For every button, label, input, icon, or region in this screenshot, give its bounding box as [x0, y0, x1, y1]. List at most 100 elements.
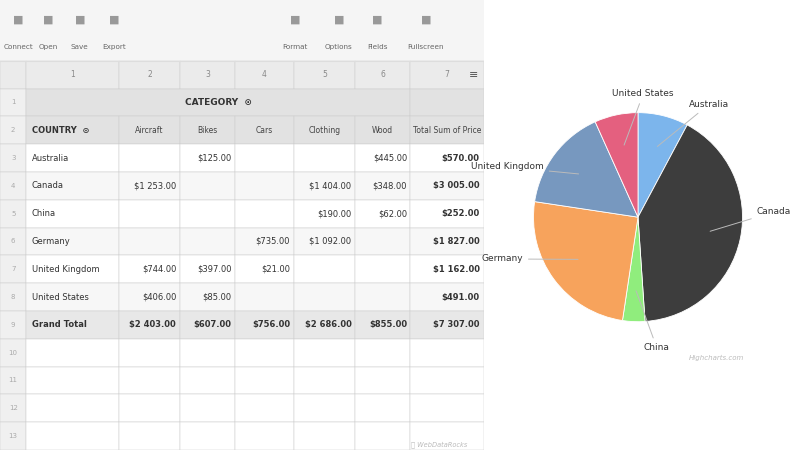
Text: $85.00: $85.00 — [202, 292, 232, 302]
Bar — [119, 311, 180, 339]
Text: Connect: Connect — [3, 45, 34, 50]
Text: ≡: ≡ — [469, 70, 478, 80]
Text: ■: ■ — [109, 14, 119, 24]
Bar — [294, 394, 355, 422]
Bar — [355, 256, 410, 283]
Text: ■: ■ — [43, 14, 54, 24]
Bar — [26, 200, 119, 228]
Bar — [294, 367, 355, 394]
Bar — [235, 228, 294, 256]
Bar — [119, 61, 180, 89]
Bar — [180, 394, 235, 422]
Bar — [355, 367, 410, 394]
Text: $491.00: $491.00 — [442, 292, 479, 302]
Text: Wood: Wood — [372, 126, 394, 135]
Bar — [26, 228, 119, 256]
Bar — [410, 339, 484, 367]
Bar — [180, 61, 235, 89]
Bar — [180, 228, 235, 256]
Text: 1: 1 — [70, 70, 75, 79]
Bar — [355, 61, 410, 89]
Text: $1 162.00: $1 162.00 — [433, 265, 479, 274]
Bar — [355, 200, 410, 228]
Bar — [235, 256, 294, 283]
Text: Options: Options — [325, 45, 353, 50]
Bar — [294, 283, 355, 311]
Bar — [26, 339, 119, 367]
Bar — [235, 61, 294, 89]
Text: $125.00: $125.00 — [198, 153, 232, 162]
Text: Export: Export — [102, 45, 126, 50]
Bar — [180, 117, 235, 144]
Bar — [26, 256, 119, 283]
Bar — [0, 367, 26, 394]
Text: 3: 3 — [205, 70, 210, 79]
Text: $190.00: $190.00 — [317, 209, 351, 218]
Bar — [235, 144, 294, 172]
Text: 5: 5 — [11, 211, 15, 216]
Text: $855.00: $855.00 — [369, 320, 407, 329]
Bar — [294, 228, 355, 256]
Text: $2 686.00: $2 686.00 — [305, 320, 351, 329]
Bar — [410, 61, 484, 89]
Text: 7: 7 — [445, 70, 450, 79]
Bar — [26, 89, 410, 117]
Bar — [294, 422, 355, 450]
Bar — [26, 283, 119, 311]
Bar — [119, 144, 180, 172]
Bar — [410, 283, 484, 311]
Bar — [119, 117, 180, 144]
Bar — [355, 394, 410, 422]
Bar — [119, 283, 180, 311]
Bar — [0, 172, 26, 200]
Text: $3 005.00: $3 005.00 — [433, 181, 479, 190]
Text: China: China — [636, 291, 670, 352]
Text: Canada: Canada — [710, 207, 791, 231]
Bar — [0, 0, 484, 61]
Bar — [294, 144, 355, 172]
Text: $7 307.00: $7 307.00 — [433, 320, 479, 329]
Bar — [235, 367, 294, 394]
Text: $744.00: $744.00 — [142, 265, 176, 274]
Bar — [119, 256, 180, 283]
Bar — [0, 89, 26, 117]
Bar — [410, 256, 484, 283]
Text: $735.00: $735.00 — [255, 237, 290, 246]
Bar — [119, 172, 180, 200]
Text: 4: 4 — [262, 70, 266, 79]
Text: Format: Format — [282, 45, 308, 50]
Wedge shape — [534, 202, 638, 320]
Bar — [235, 394, 294, 422]
Text: 1: 1 — [11, 99, 15, 105]
Bar — [180, 256, 235, 283]
Text: Clothing: Clothing — [308, 126, 341, 135]
Bar — [355, 339, 410, 367]
Bar — [119, 228, 180, 256]
Wedge shape — [638, 125, 742, 321]
Text: 11: 11 — [9, 378, 18, 383]
Wedge shape — [622, 217, 645, 322]
Text: $397.00: $397.00 — [198, 265, 232, 274]
Text: 13: 13 — [9, 433, 18, 439]
Bar — [410, 367, 484, 394]
Bar — [180, 367, 235, 394]
Text: $1 092.00: $1 092.00 — [310, 237, 351, 246]
Bar — [180, 200, 235, 228]
Bar — [26, 117, 119, 144]
Text: 8: 8 — [11, 294, 15, 300]
Text: Germany: Germany — [482, 254, 578, 263]
Bar — [355, 311, 410, 339]
Bar — [26, 394, 119, 422]
Bar — [294, 172, 355, 200]
Bar — [294, 311, 355, 339]
Text: $607.00: $607.00 — [194, 320, 232, 329]
Bar — [410, 144, 484, 172]
Text: 2: 2 — [11, 127, 15, 133]
Text: Fullscreen: Fullscreen — [408, 45, 444, 50]
Text: Germany: Germany — [32, 237, 70, 246]
Text: 12: 12 — [9, 405, 18, 411]
Text: United States: United States — [32, 292, 89, 302]
Bar — [0, 311, 26, 339]
Text: Aircraft: Aircraft — [135, 126, 164, 135]
Bar — [410, 200, 484, 228]
